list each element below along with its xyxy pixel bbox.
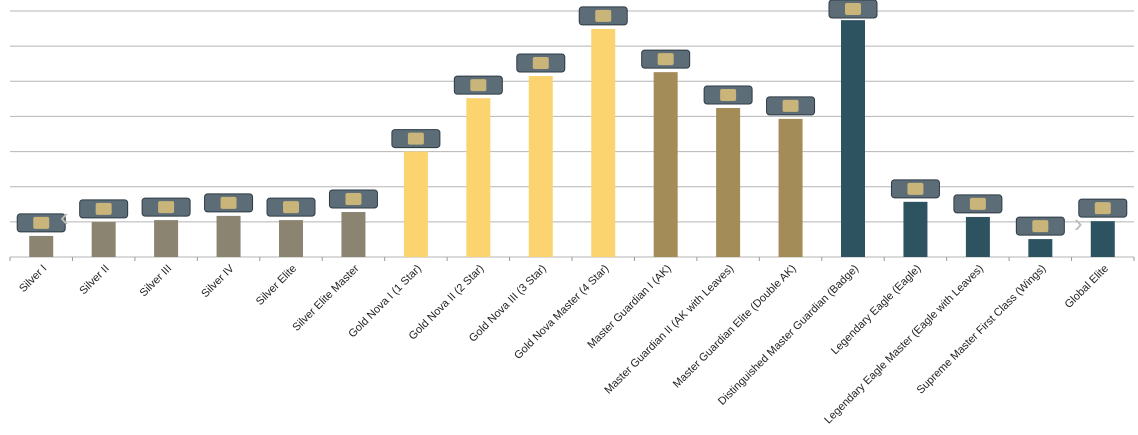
rank-icon-emblem (283, 201, 299, 214)
bar (466, 98, 491, 257)
bar (903, 201, 928, 257)
bar (279, 220, 303, 257)
rank-icon-emblem (95, 202, 112, 215)
rank-icon-emblem (969, 197, 986, 210)
rank-icon-emblem (470, 79, 487, 92)
rank-icon-emblem (657, 53, 674, 66)
x-tick-label: Silver Elite (254, 263, 299, 308)
rank-icon-emblem (1032, 220, 1049, 233)
x-tick-label: Silver II (77, 263, 111, 297)
x-tick-label: Silver I (17, 263, 49, 295)
x-tick-label: Silver Elite Master (290, 262, 361, 333)
x-tick-label: Supreme Master First Class (Wings) (915, 263, 1049, 397)
rank-icon-emblem (158, 201, 175, 214)
x-tick-label: Distinguished Master Guardian (Badge) (716, 263, 861, 408)
bar (154, 220, 179, 257)
bar (216, 215, 241, 257)
nav-arrow-left: ‹ (60, 202, 69, 232)
x-tick-label: Master Guardian II (AK with Leaves) (602, 263, 736, 397)
x-tick-label: Silver III (138, 263, 175, 300)
bar (965, 216, 990, 257)
rank-icon-emblem (782, 99, 799, 112)
bar (1028, 239, 1053, 257)
rank-icon-emblem (1094, 202, 1111, 215)
rank-icon-emblem (595, 9, 612, 22)
rank-icon-emblem (845, 3, 861, 15)
x-tick-label: Global Elite (1063, 263, 1111, 311)
rank-icon-emblem (407, 132, 424, 145)
rank-icon-emblem (720, 88, 737, 101)
nav-arrow-right: › (1074, 208, 1083, 238)
bar (1090, 221, 1115, 257)
rank-icon-emblem (532, 57, 549, 70)
rank-icon-emblem (345, 193, 362, 206)
rank-icon-emblem (33, 216, 50, 229)
bar (528, 76, 553, 257)
bar (778, 118, 803, 257)
bar (91, 221, 116, 257)
bar (341, 212, 366, 257)
x-tick-label: Silver IV (199, 262, 237, 300)
bar (841, 20, 865, 257)
bar (716, 107, 741, 257)
bar (403, 151, 428, 257)
bar (29, 235, 54, 257)
bar (591, 28, 616, 258)
x-tick-label: Master Guardian Elite (Double AK) (671, 263, 799, 391)
rank-icon-emblem (220, 196, 237, 209)
rank-icon-emblem (907, 182, 924, 195)
bar (653, 72, 678, 257)
